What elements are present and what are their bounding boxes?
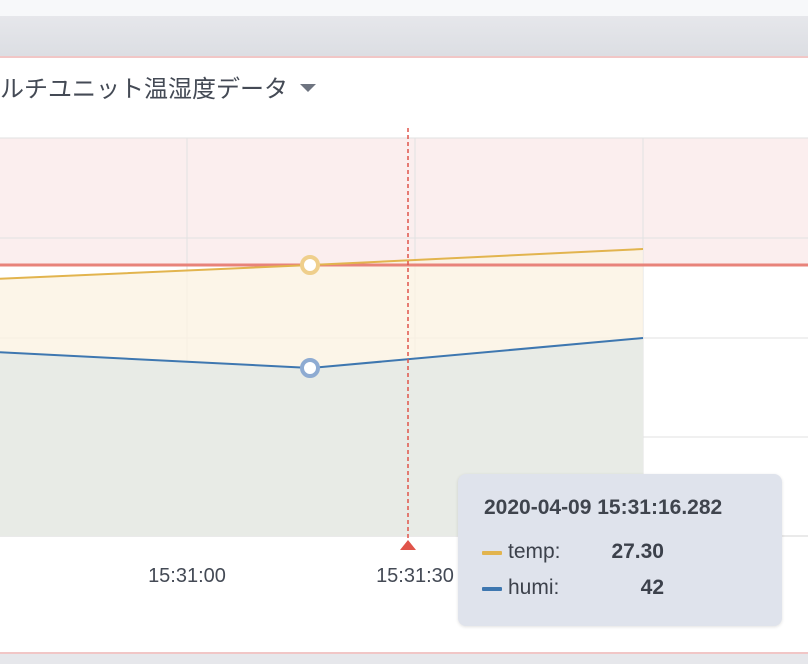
temp-point-marker	[300, 255, 320, 275]
dashboard-row-separator	[0, 16, 808, 58]
tooltip-series-name: humi:	[508, 576, 560, 599]
cursor-marker-icon	[400, 540, 416, 550]
humi-point-marker	[300, 358, 320, 378]
humi-swatch	[482, 587, 502, 591]
temp-area	[0, 249, 643, 368]
top-card	[0, 0, 808, 16]
series-lines	[0, 248, 808, 378]
temp-swatch	[482, 551, 502, 555]
caret-down-icon[interactable]	[300, 84, 316, 92]
panel-title: ルチユニット温湿度データ	[0, 75, 288, 103]
tooltip-row-humi: humi: 42	[482, 576, 672, 602]
panel-header[interactable]: ルチユニット温湿度データ	[0, 70, 316, 103]
threshold-band	[0, 138, 808, 265]
x-axis-ticks: 15:31:00 15:31:30	[148, 565, 454, 587]
x-tick-label: 15:31:00	[148, 565, 226, 587]
tooltip-series-value: 27.30	[611, 540, 664, 563]
tooltip-series-value: 42	[640, 576, 664, 599]
bottom-separator	[0, 652, 808, 664]
x-tick-label: 15:31:30	[376, 565, 454, 587]
tooltip-time: 2020-04-09 15:31:16.282	[484, 496, 723, 519]
cursor-overlay	[400, 128, 416, 550]
tooltip-row-temp: temp: 27.30	[482, 540, 672, 566]
hover-tooltip: 2020-04-09 15:31:16.282 temp: 27.30 humi…	[458, 474, 782, 626]
tooltip-series-name: temp:	[508, 540, 561, 563]
